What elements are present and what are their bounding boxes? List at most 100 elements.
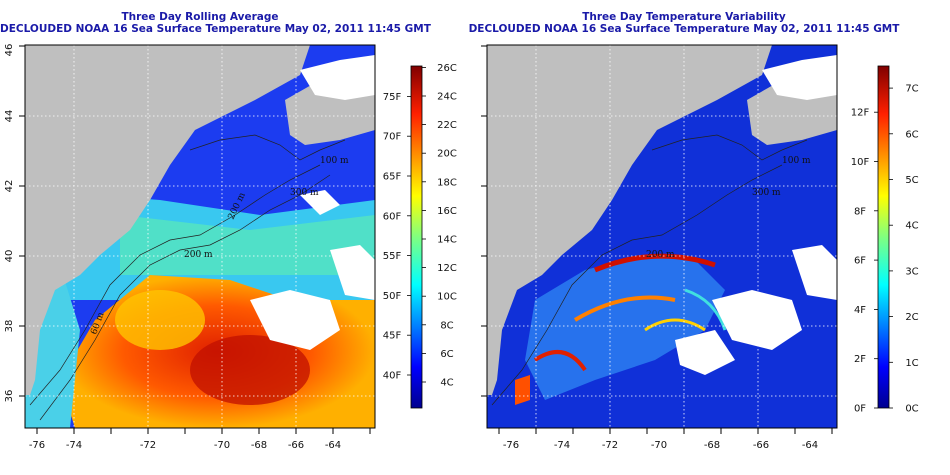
- lon-tick-label: -64: [802, 440, 818, 451]
- cloud-area: [762, 55, 837, 100]
- high-variability-front: [533, 350, 587, 372]
- colorbar-label: 0C: [905, 404, 918, 415]
- lon-tick-label: -68: [251, 440, 267, 451]
- colorbar-label: 4F: [854, 305, 866, 316]
- colorbar-label: 22C: [437, 120, 457, 131]
- lat-tick-label: 42: [4, 180, 15, 193]
- colorbar-label: 12F: [851, 108, 870, 119]
- panel-title: Three Day Temperature Variability: [582, 11, 786, 23]
- colorbar-label: 26C: [437, 63, 457, 74]
- lon-tick-label: -70: [214, 440, 230, 451]
- lat-tick-label: 40: [4, 250, 15, 263]
- lat-tick-label: 42: [475, 180, 477, 193]
- gulf-stream-core: [190, 335, 310, 405]
- moderate-variability-area: [525, 255, 725, 400]
- lat-tick-label: 40: [475, 250, 477, 263]
- colorbar-label: 24C: [437, 92, 457, 103]
- depth-contour: [39, 174, 331, 421]
- high-variability-front: [644, 318, 706, 332]
- colorbar-label: 18C: [437, 177, 457, 188]
- lon-tick-label: -66: [753, 440, 769, 451]
- lon-tick-label: -72: [140, 440, 156, 451]
- map-frame: [24, 44, 376, 429]
- colorbar-label: 65F: [383, 172, 402, 183]
- lat-tick-label: 46: [4, 44, 15, 57]
- colorbar-label: 10F: [851, 157, 870, 168]
- colorbar-label: 70F: [383, 132, 402, 143]
- colorbar-label: 14C: [437, 235, 457, 246]
- colorbar-label: 2C: [905, 312, 918, 323]
- high-variability-patch: [515, 375, 530, 405]
- colorbar-label: 8F: [854, 206, 866, 217]
- cloud-area: [712, 290, 802, 350]
- moderate-variability-front: [684, 288, 727, 331]
- cloud-area: [675, 330, 735, 375]
- colorbar-label: 55F: [383, 251, 402, 262]
- lon-tick-label: -74: [66, 440, 82, 451]
- cloud-area: [300, 55, 375, 100]
- depth-contour: [651, 134, 808, 161]
- colorbar-label: 45F: [383, 331, 402, 342]
- contour-label: 300 m: [752, 188, 781, 198]
- cloud-area: [300, 190, 340, 215]
- sst-average-panel: Three Day Rolling Average DECLOUDED NOAA…: [0, 11, 457, 451]
- lat-tick-label: 36: [4, 390, 15, 403]
- colorbar-label: 75F: [383, 92, 402, 103]
- lon-tick-label: -72: [602, 440, 618, 451]
- contour-label: 100 m: [782, 156, 811, 166]
- lat-tick-label: 44: [4, 110, 15, 123]
- colorbar-label: 12C: [437, 263, 457, 274]
- colorbar-label: 1C: [905, 358, 918, 369]
- colorbar-label: 40F: [383, 371, 402, 382]
- colorbar-label: 6F: [854, 256, 866, 267]
- lon-tick-label: -74: [554, 440, 570, 451]
- lon-tick-label: -66: [288, 440, 304, 451]
- lat-tick-label: 38: [4, 320, 15, 333]
- colorbar-label: 6C: [440, 349, 453, 360]
- variability-colorbar: [877, 65, 890, 409]
- colorbar-label: 6C: [905, 129, 918, 140]
- lon-tick-label: -68: [704, 440, 720, 451]
- sst-variability-map: 100 m 200 m 300 m -76 -74 -72 -70 -68 -6…: [475, 44, 919, 451]
- colorbar-label: 50F: [383, 291, 402, 302]
- colorbar-label: 16C: [437, 206, 457, 217]
- sst-average-map: 100 m 200 m 200 m 60 m 300 m -76 -74 -72…: [4, 44, 457, 451]
- lat-tick-label: 38: [475, 320, 477, 333]
- colorbar-label: 60F: [383, 211, 402, 222]
- cloud-area: [250, 290, 340, 350]
- panel-subtitle: DECLOUDED NOAA 16 Sea Surface Temperatur…: [0, 23, 431, 35]
- lon-tick-label: -70: [651, 440, 667, 451]
- contour-label: 100 m: [320, 156, 349, 166]
- lon-tick-label: -64: [325, 440, 341, 451]
- depth-contour: [189, 134, 346, 161]
- high-variability-front: [573, 295, 676, 322]
- colorbar-label: 4C: [440, 378, 453, 389]
- cloud-area: [792, 245, 837, 300]
- contour-label: 200 m: [184, 250, 213, 260]
- colorbar-label: 8C: [440, 320, 453, 331]
- lon-tick-label: -76: [29, 440, 45, 451]
- cloud-area: [330, 245, 375, 300]
- land-mass: [25, 45, 310, 395]
- colorbar-label: 4C: [905, 221, 918, 232]
- lat-tick-label: 44: [475, 110, 477, 123]
- warm-core-ring: [115, 290, 205, 350]
- lat-tick-label: 36: [475, 390, 477, 403]
- sst-variability-panel: Three Day Temperature Variability DECLOU…: [469, 0, 950, 475]
- panel-title: Three Day Rolling Average: [121, 11, 279, 23]
- colorbar-label: 3C: [905, 266, 918, 277]
- contour-label: 300 m: [290, 188, 319, 198]
- land-mass: [487, 45, 772, 395]
- temperature-colorbar: [410, 65, 423, 409]
- colorbar-label: 20C: [437, 149, 457, 160]
- ocean-slope-water: [120, 215, 375, 275]
- map-frame: [486, 44, 838, 429]
- colorbar-label: 10C: [437, 292, 457, 303]
- depth-contour: [491, 164, 783, 406]
- depth-contour: [29, 164, 321, 406]
- panel-subtitle: DECLOUDED NOAA 16 Sea Surface Temperatur…: [468, 23, 900, 35]
- contour-label: 200 m: [646, 250, 675, 260]
- colorbar-label: 7C: [905, 84, 918, 95]
- colorbar-label: 5C: [905, 175, 918, 186]
- colorbar-label: 0F: [854, 404, 866, 415]
